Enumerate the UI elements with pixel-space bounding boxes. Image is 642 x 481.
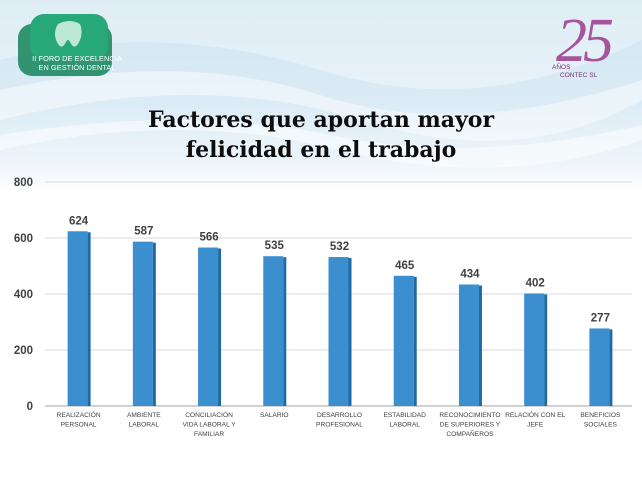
bar-side — [283, 257, 287, 406]
category-label: SALARIO — [260, 412, 289, 419]
y-tick-label: 0 — [27, 401, 33, 413]
y-tick-label: 600 — [14, 233, 33, 245]
data-label: 402 — [526, 277, 545, 289]
y-tick-label: 200 — [14, 345, 33, 357]
bar — [132, 241, 153, 406]
chart-title-line-1: Factores que aportan mayor — [147, 107, 495, 133]
category-label: JEFE — [527, 422, 544, 429]
y-tick-label: 800 — [14, 177, 33, 189]
category-label: LABORAL — [129, 422, 160, 429]
category-label: RELACIÓN CON EL — [505, 410, 565, 419]
category-label: PROFESIONAL — [316, 422, 363, 429]
bar — [524, 293, 545, 406]
data-label: 624 — [69, 215, 89, 227]
category-label: FAMILIAR — [194, 431, 224, 438]
logo-text-line-1: II FORO DE EXCELENCIA — [32, 54, 122, 63]
category-label: RECONOCIMIENTO — [439, 412, 500, 419]
anniversary-years-text: AÑOS — [552, 64, 571, 71]
chart-title: Factores que aportan mayor felicidad en … — [0, 105, 642, 165]
logo-text-line-2: EN GESTIÓN DENTAL — [38, 63, 116, 72]
bar — [198, 247, 219, 406]
bar — [263, 256, 284, 406]
category-label: DE SUPERIORES Y — [440, 422, 501, 429]
data-label: 277 — [591, 312, 610, 324]
bar — [589, 328, 610, 406]
bar-side — [218, 248, 222, 406]
category-label: LABORAL — [390, 422, 421, 429]
category-label: DESARROLLO — [317, 412, 362, 419]
anniversary-brand-text: CONTEC SL — [560, 72, 598, 79]
bar-side — [413, 276, 417, 406]
category-label: CONCILIACIÓN — [185, 410, 233, 419]
y-tick-label: 400 — [14, 289, 33, 301]
category-label: COMPAÑEROS — [446, 429, 494, 438]
tooth-icon — [55, 21, 82, 47]
anniversary-number: 25 — [556, 7, 614, 75]
bar-side — [478, 285, 482, 406]
bar — [393, 275, 414, 406]
bar-side — [87, 232, 91, 406]
background-waves — [0, 0, 642, 168]
anniversary-logo: 25 AÑOS CONTEC SL — [546, 7, 626, 80]
bar — [328, 257, 349, 406]
data-label: 465 — [395, 260, 415, 272]
chart-title-line-2: felicidad en el trabajo — [185, 137, 457, 163]
category-label: ESTABILIDAD — [384, 412, 427, 419]
data-label: 434 — [460, 268, 480, 280]
category-label: SOCIALES — [584, 422, 618, 429]
data-label: 587 — [134, 226, 153, 238]
category-label: AMBIENTE — [127, 412, 161, 419]
category-label: BENEFICIOS — [580, 412, 621, 419]
bar-side — [544, 294, 548, 406]
bar — [458, 284, 479, 406]
data-label: 566 — [199, 232, 218, 244]
category-label: REALIZACIÓN — [57, 410, 101, 419]
bar-side — [609, 329, 613, 406]
bar — [67, 231, 88, 406]
category-label: VIDA LABORAL Y — [182, 422, 236, 429]
data-label: 532 — [330, 241, 349, 253]
category-label: PERSONAL — [61, 422, 97, 429]
data-label: 535 — [265, 240, 285, 252]
bar-side — [348, 258, 352, 406]
forum-logo: II FORO DE EXCELENCIA EN GESTIÓN DENTAL — [18, 14, 122, 76]
bar-side — [152, 242, 156, 406]
